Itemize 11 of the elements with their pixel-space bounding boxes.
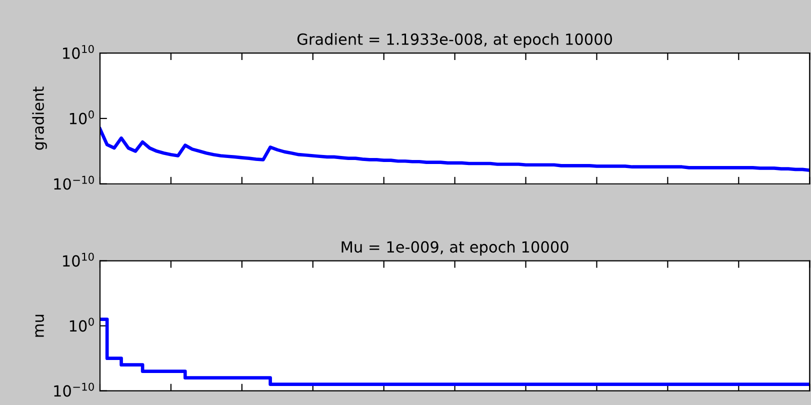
- y-tick-label: 10$^{10}$: [63, 252, 94, 267]
- chart-title: Mu = 1e-009, at epoch 10000: [342, 240, 568, 256]
- chart-title: Gradient = 1.1933e-008, at epoch 10000: [297, 33, 612, 48]
- y-axis-title: gradient: [32, 86, 47, 150]
- y-tick-label: 10$^{0}$: [70, 110, 94, 124]
- line-series: [100, 127, 810, 172]
- y-tick-label: 10$^{10}$: [63, 44, 94, 59]
- y-tick-label: 10$^{−10}$: [54, 176, 94, 190]
- y-tick-label: 10$^{0}$: [70, 318, 94, 332]
- y-axis-title: mu: [35, 314, 44, 337]
- y-tick-label: 10$^{−10}$: [54, 382, 94, 397]
